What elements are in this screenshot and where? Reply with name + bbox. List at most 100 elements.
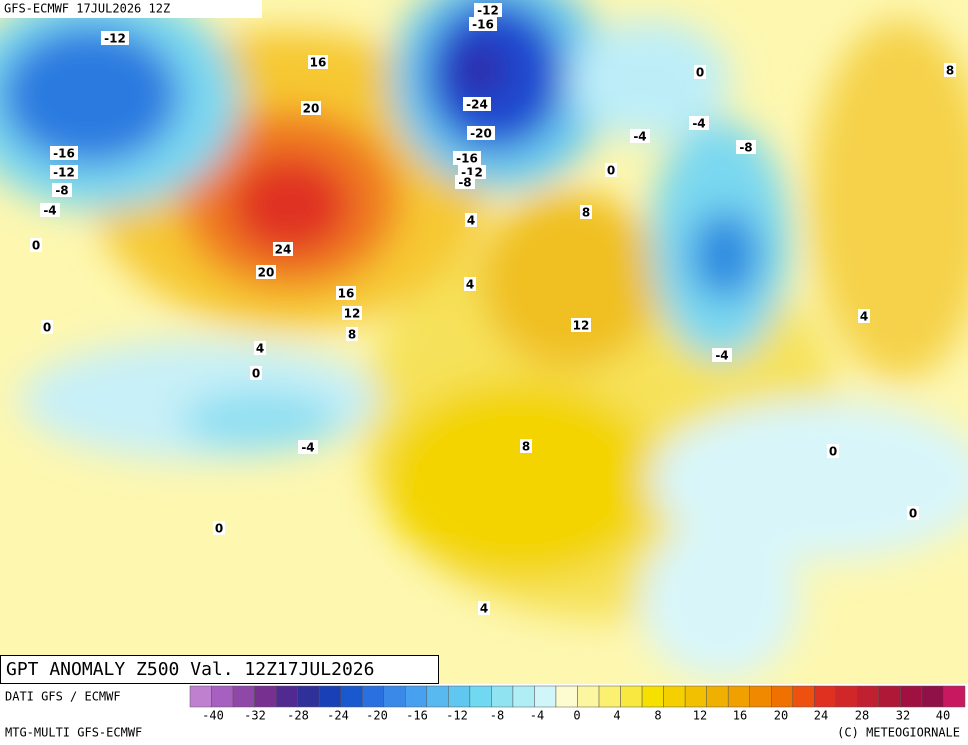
contour-label: -4 (715, 349, 728, 363)
label-box (301, 101, 321, 115)
label-box (827, 444, 839, 458)
contour-label: 16 (310, 56, 327, 70)
contour-label: 20 (258, 266, 275, 280)
colorbar-swatch (189, 685, 212, 708)
colorbar-swatch (448, 685, 471, 708)
contour-label: 24 (275, 243, 292, 257)
contour-label: -12 (53, 166, 75, 180)
colorbar-swatch (706, 685, 729, 708)
contour-label: 4 (466, 278, 474, 292)
colorbar-swatch (814, 685, 837, 708)
colorbar-swatch (684, 685, 707, 708)
contour-label: -4 (301, 441, 314, 455)
colorbar-tick-label: -40 (202, 709, 224, 723)
contour-label: 8 (946, 64, 954, 78)
label-box (464, 277, 476, 291)
contour-label: 0 (607, 164, 615, 178)
colorbar-swatch (340, 685, 363, 708)
colorbar-swatch (792, 685, 815, 708)
footer-model: MTG-MULTI GFS-ECMWF (5, 726, 142, 740)
colorbar-tick-label: -4 (530, 709, 544, 723)
contour-label: 0 (696, 66, 704, 80)
label-box (30, 238, 42, 252)
label-box (580, 205, 592, 219)
colorbar-swatch (361, 685, 385, 708)
label-box (467, 126, 495, 140)
contour-label: -4 (43, 204, 56, 218)
map-title-box (0, 655, 439, 684)
label-box (469, 17, 497, 31)
colorbar-swatch (275, 685, 298, 708)
colorbar-swatch (641, 685, 664, 708)
label-box (52, 183, 72, 197)
colorbar-tick-label: 20 (774, 709, 788, 723)
label-box (478, 601, 490, 615)
contour-label: -8 (739, 141, 752, 155)
colorbar-swatch (211, 685, 234, 708)
label-box (256, 265, 276, 279)
contour-label: 0 (43, 321, 51, 335)
header-title: GFS-ECMWF 17JUL2026 12Z (4, 2, 170, 16)
legend-source: DATI GFS / ECMWF (5, 690, 121, 704)
label-box (50, 165, 78, 179)
colorbar-tick-label: 40 (936, 709, 950, 723)
colorbar-swatch (620, 685, 643, 708)
colorbar-tick-label: 28 (855, 709, 869, 723)
contour-label: 0 (829, 445, 837, 459)
contour-label: 0 (32, 239, 40, 253)
label-box (455, 175, 475, 189)
contour-label: 8 (348, 328, 356, 342)
label-box (101, 31, 129, 45)
colorbar-swatch (577, 685, 600, 708)
colorbar-swatch (469, 685, 492, 708)
colorbar-swatch (921, 685, 944, 708)
colorbar-swatch (383, 685, 406, 708)
label-box (254, 341, 266, 355)
contour-label: -24 (466, 98, 488, 112)
colorbar-swatch (857, 685, 880, 708)
label-box (605, 163, 617, 177)
contour-label: 20 (303, 102, 320, 116)
colorbar-swatch (663, 685, 686, 708)
map-title: GPT ANOMALY Z500 Val. 12Z17JUL2026 (6, 659, 374, 680)
contour-label: 4 (860, 310, 868, 324)
contour-label: -12 (104, 32, 126, 46)
contour-label: 0 (909, 507, 917, 521)
contour-label: 4 (480, 602, 488, 616)
colorbar-tick-label: 24 (814, 709, 828, 723)
label-box (944, 63, 956, 77)
colorbar-tick-label: 4 (613, 709, 620, 723)
colorbar-tick-label: -20 (366, 709, 388, 723)
label-box (336, 286, 356, 300)
label-box (342, 306, 362, 320)
footer-copyright: (C) METEOGIORNALE (837, 726, 960, 740)
colorbar-swatch (900, 685, 923, 708)
colorbar: -40 -32 -28 -24 -20 -16 -12 -8 -4 0 4 8 12 16 20 24 28 32… (189, 685, 966, 723)
colorbar-tick-label: 12 (693, 709, 707, 723)
colorbar-tick-label: 0 (573, 709, 580, 723)
map-field (0, 0, 968, 684)
colorbar-swatch (835, 685, 858, 708)
contour-label: 0 (252, 367, 260, 381)
label-box (41, 320, 53, 334)
colorbar-swatch (598, 685, 621, 708)
label-box (453, 151, 481, 165)
label-box (463, 97, 491, 111)
colorbar-tick-label: -8 (490, 709, 504, 723)
colorbar-swatch (749, 685, 772, 708)
label-box (308, 55, 328, 69)
contour-label: -4 (633, 130, 646, 144)
contour-label: 12 (344, 307, 361, 321)
colorbar-swatch (943, 685, 966, 708)
colorbar-swatch (771, 685, 794, 708)
label-box (571, 318, 591, 332)
colorbar-swatch (727, 685, 750, 708)
label-box (40, 203, 60, 217)
contour-label: -16 (472, 18, 494, 32)
contour-label: 8 (522, 440, 530, 454)
colorbar-tick-label: -32 (244, 709, 266, 723)
contour-label: 8 (582, 206, 590, 220)
